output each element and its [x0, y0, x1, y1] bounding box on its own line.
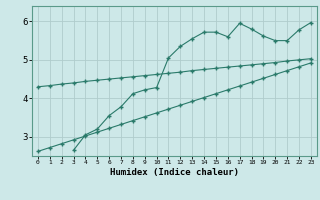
X-axis label: Humidex (Indice chaleur): Humidex (Indice chaleur) — [110, 168, 239, 177]
